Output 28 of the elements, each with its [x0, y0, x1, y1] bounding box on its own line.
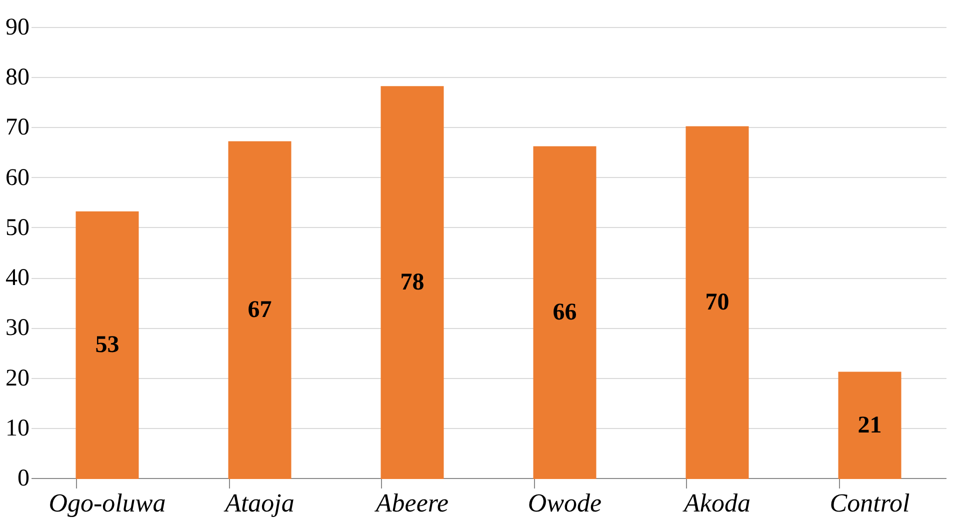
data-label: 70: [705, 290, 730, 316]
x-tick-label: Akoda: [682, 488, 750, 518]
y-tick-label: 10: [6, 415, 30, 442]
x-tick-label: Ataoja: [223, 488, 294, 518]
x-tick-label: Control: [830, 488, 910, 518]
bar: [76, 211, 139, 479]
y-tick-label: 30: [6, 315, 30, 342]
data-label: 21: [858, 412, 882, 438]
y-tick-label: 50: [6, 214, 30, 241]
y-tick-label: 90: [6, 14, 30, 40]
x-tick-label: Owode: [528, 488, 602, 518]
data-label: 66: [552, 300, 577, 326]
data-label: 53: [95, 332, 120, 358]
x-tick-label: Ogo-oluwa: [48, 488, 166, 518]
y-tick-label: 0: [18, 466, 30, 492]
y-tick-label: 70: [6, 114, 30, 141]
y-tick-label: 80: [6, 64, 30, 91]
data-label: 67: [248, 297, 272, 324]
data-label: 78: [400, 270, 424, 296]
x-tick-label: Abeere: [374, 488, 449, 518]
y-tick-label: 40: [6, 265, 30, 292]
bar: [380, 86, 444, 479]
y-tick-label: 20: [6, 365, 30, 392]
y-tick-label: 60: [6, 164, 30, 191]
bar: [228, 141, 292, 479]
bar: [533, 146, 596, 479]
bar: [838, 372, 902, 479]
bar: [686, 126, 749, 479]
